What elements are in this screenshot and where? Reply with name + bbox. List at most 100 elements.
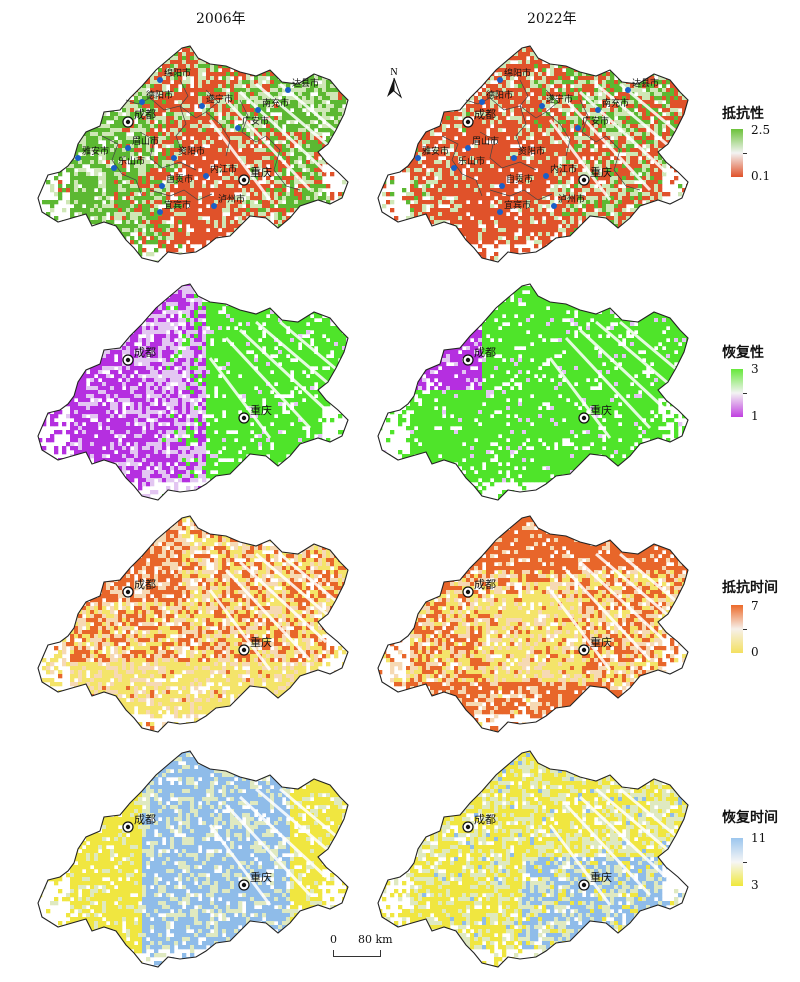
city-marker <box>465 145 471 151</box>
city-label: 南充市 <box>262 97 289 109</box>
region-outline <box>37 283 349 501</box>
legend-colorbar <box>731 838 743 886</box>
map-resist-time-2006: 成都重庆 <box>30 510 360 740</box>
city-marker <box>157 77 163 83</box>
major-city-label: 成都 <box>474 346 496 359</box>
column-title-2006: 2006年 <box>196 8 246 28</box>
admin-boundary <box>515 79 529 153</box>
city-marker <box>235 125 241 131</box>
legend-colorbar <box>731 369 743 417</box>
city-marker <box>111 165 117 171</box>
admin-boundary <box>465 97 547 119</box>
major-city-label: 重庆 <box>250 403 272 417</box>
north-arrow: N <box>384 66 404 100</box>
legend-min: 0.1 <box>751 169 770 183</box>
city-label: 眉山市 <box>472 135 499 147</box>
admin-boundary <box>175 79 189 153</box>
legend-recovery: 恢复性 3 1 <box>722 342 800 432</box>
city-label: 达县市 <box>292 77 319 89</box>
major-city-label: 重庆 <box>590 403 612 417</box>
city-marker <box>75 155 81 161</box>
city-marker <box>157 209 163 215</box>
major-city-label: 重庆 <box>590 165 612 179</box>
map-recovery-2006: 成都重庆 <box>30 278 360 508</box>
city-label: 宜宾市 <box>164 199 191 211</box>
city-label: 德阳市 <box>486 89 513 101</box>
legend-resistance: 抵抗性 2.5 0.1 <box>722 103 800 193</box>
city-marker <box>575 125 581 131</box>
map-recovery-time-2006: 成都重庆 <box>30 745 360 975</box>
admin-boundary <box>479 131 537 171</box>
legend-min: 0 <box>751 645 759 659</box>
legend-max: 11 <box>751 831 766 845</box>
legend-max: 2.5 <box>751 123 770 137</box>
major-city-label: 重庆 <box>590 635 612 649</box>
city-label: 泸州市 <box>218 193 245 205</box>
city-label: 乐山市 <box>458 155 485 167</box>
city-marker <box>451 165 457 171</box>
major-city-label: 重庆 <box>250 635 272 649</box>
city-marker <box>199 103 205 109</box>
region-outline <box>377 283 689 501</box>
city-marker <box>139 99 145 105</box>
admin-boundary <box>125 97 207 119</box>
city-marker <box>595 107 601 113</box>
major-city-label: 成都 <box>134 578 156 591</box>
city-label: 内江市 <box>210 163 237 175</box>
legend-min: 1 <box>751 409 759 423</box>
legend-max: 3 <box>751 362 759 376</box>
map-resist-time-2022: 成都 重庆 <box>370 510 700 740</box>
admin-boundary <box>239 99 267 143</box>
admin-boundary <box>101 135 143 197</box>
legend-colorbar <box>731 605 743 653</box>
legend-max: 7 <box>751 599 759 613</box>
region-outline <box>37 750 349 968</box>
major-city-label: 重庆 <box>250 870 272 884</box>
legend-min: 3 <box>751 878 759 892</box>
major-city-label: 成都 <box>134 346 156 359</box>
city-marker <box>511 155 517 161</box>
raster-layer <box>38 751 348 967</box>
city-label: 达县市 <box>632 77 659 89</box>
legend-recovery-time: 恢复时间 11 3 <box>722 807 800 897</box>
region-outline <box>377 515 689 733</box>
scale-distance: 80 km <box>358 933 393 946</box>
city-label: 资阳市 <box>518 145 545 157</box>
city-label: 眉山市 <box>132 135 159 147</box>
city-marker <box>497 77 503 83</box>
city-marker <box>625 87 631 93</box>
admin-boundary <box>545 89 571 157</box>
city-marker <box>497 209 503 215</box>
legend-resist-time: 抵抗时间 7 0 <box>722 577 800 667</box>
city-label: 南充市 <box>602 97 629 109</box>
map-recovery-time-2022: 成都 重庆 <box>370 745 700 975</box>
city-marker <box>203 173 209 179</box>
legend-colorbar <box>731 129 743 177</box>
city-label: 雅安市 <box>422 145 449 157</box>
city-label: 雅安市 <box>82 145 109 157</box>
city-label: 绵阳市 <box>504 67 531 79</box>
city-marker <box>543 173 549 179</box>
region-outline <box>37 515 349 733</box>
legend-title: 恢复性 <box>722 342 800 362</box>
city-label: 德阳市 <box>146 89 173 101</box>
city-label: 遂宁市 <box>546 93 573 105</box>
major-city-label: 重庆 <box>250 165 272 179</box>
map-resistance-2006: 成都 重庆 绵阳市 德阳市 南充市 达县市 遂宁市 广安市 雅安市 眉山市 乐山市 资阳市 自贡市 内江市… <box>30 40 360 270</box>
city-marker <box>171 155 177 161</box>
city-marker <box>539 103 545 109</box>
city-label: 广安市 <box>582 115 609 127</box>
column-title-2022: 2022年 <box>527 8 577 28</box>
major-city-label: 成都 <box>134 813 156 826</box>
city-label: 广安市 <box>242 115 269 127</box>
city-marker <box>499 183 505 189</box>
region-outline <box>377 45 689 263</box>
raster-layer <box>378 284 688 500</box>
city-marker <box>211 203 217 209</box>
admin-boundary <box>139 131 197 171</box>
city-label: 资阳市 <box>178 145 205 157</box>
admin-boundary <box>579 99 607 143</box>
city-label: 乐山市 <box>118 155 145 167</box>
scale-bar: 0 80 km <box>330 933 400 963</box>
legend-title: 恢复时间 <box>722 807 800 827</box>
